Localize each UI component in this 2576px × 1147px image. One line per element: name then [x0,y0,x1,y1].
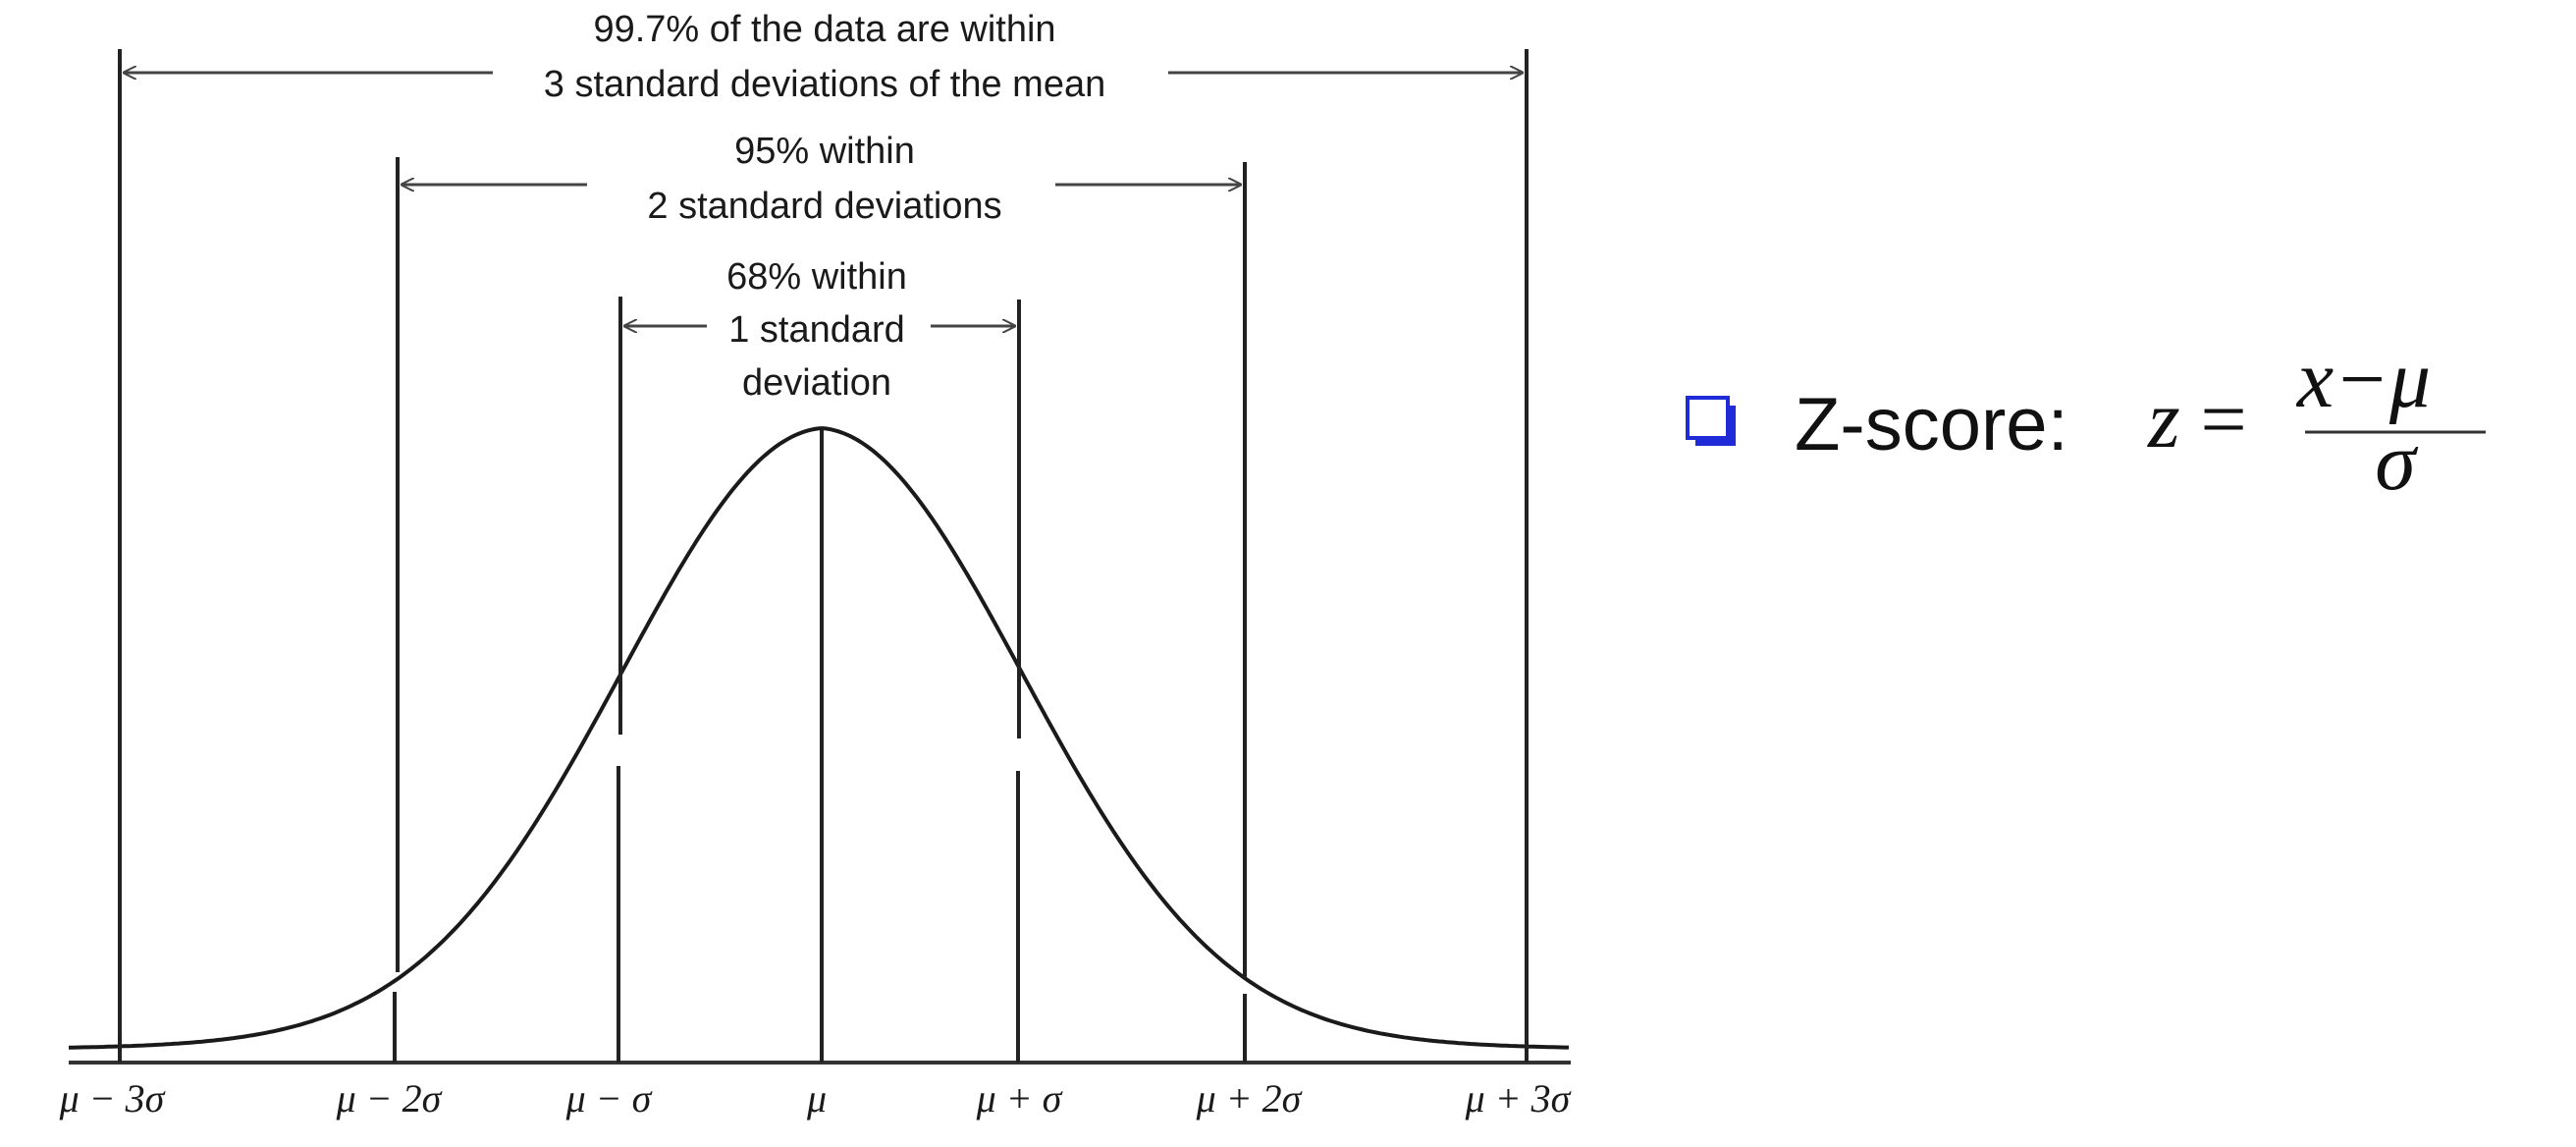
span-2-sigma: 95% within 2 standard deviations [402,131,1241,227]
tick-label-plus-2-sigma: μ + 2σ [1196,1076,1303,1120]
formula-equals: = [2195,374,2251,465]
normal-distribution-diagram: 99.7% of the data are within 3 standard … [59,9,1572,1120]
tick-label-mean: μ [806,1076,827,1120]
span-3-sigma-line2: 3 standard deviations of the mean [544,64,1106,105]
tick-label-plus-3-sigma: μ + 3σ [1465,1076,1572,1120]
span-1-sigma: 68% within 1 standard deviation [624,256,1015,404]
zscore-label: Z-score: [1795,383,2068,466]
tick-label-minus-2-sigma: μ − 2σ [336,1076,443,1120]
span-1-sigma-line1: 68% within [726,256,907,298]
zscore-section: Z-score: z = x−μ σ [1686,334,2486,508]
formula-denominator: σ [2375,416,2419,508]
zscore-formula: z = x−μ σ [2147,334,2486,508]
span-3-sigma-line1: 99.7% of the data are within [593,9,1055,50]
span-1-sigma-line3: deviation [742,362,891,404]
tick-label-plus-1-sigma: μ + σ [976,1076,1063,1120]
formula-lhs: z [2147,374,2180,465]
bullet-square-icon [1686,396,1736,446]
span-2-sigma-line2: 2 standard deviations [647,186,1001,227]
sigma-boundary-lines [118,49,1529,1063]
tick-label-minus-1-sigma: μ − σ [565,1076,653,1120]
span-1-sigma-line2: 1 standard [728,309,905,351]
span-3-sigma: 99.7% of the data are within 3 standard … [124,9,1523,105]
span-2-sigma-line1: 95% within [734,131,915,172]
tick-labels: μ − 3σ μ − 2σ μ − σ μ μ + σ μ + 2σ μ + 3… [59,1076,1572,1120]
bell-curve [68,426,1569,1050]
tick-label-minus-3-sigma: μ − 3σ [59,1076,166,1120]
formula-numerator: x−μ [2295,334,2431,425]
